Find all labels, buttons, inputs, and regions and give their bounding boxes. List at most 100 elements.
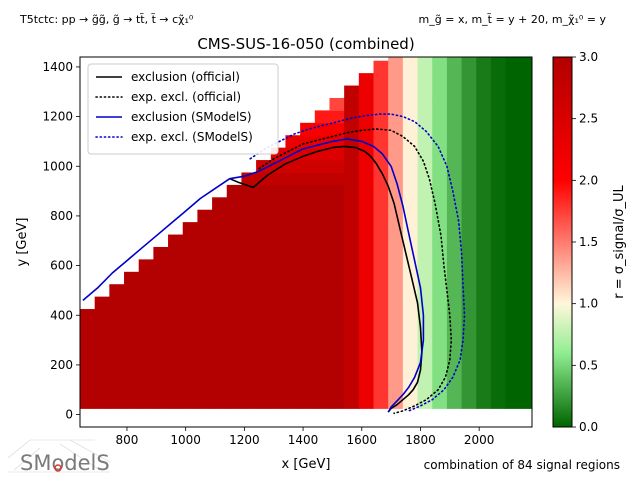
heatmap-cell	[80, 346, 96, 360]
heatmap-cell	[402, 321, 419, 335]
heatmap-cell	[300, 259, 316, 273]
heatmap-cell	[373, 246, 389, 260]
heatmap-cell	[358, 296, 375, 310]
heatmap-cell	[197, 346, 213, 360]
heatmap-cell	[461, 259, 477, 273]
heatmap-cell	[417, 234, 433, 248]
heatmap-cell	[520, 321, 532, 335]
heatmap-cell	[314, 197, 330, 211]
heatmap-cell	[417, 97, 433, 111]
heatmap-cell	[344, 147, 360, 161]
heatmap-cell	[256, 234, 272, 248]
heatmap-cell	[124, 309, 140, 322]
heatmap-cell	[241, 271, 257, 285]
heatmap-cell	[520, 222, 532, 236]
heatmap-cell	[417, 346, 433, 360]
heatmap-cell	[314, 234, 330, 248]
heatmap-cell	[476, 371, 492, 385]
heatmap-cell	[344, 259, 360, 273]
heatmap-cell	[182, 358, 198, 372]
heatmap-cell	[270, 321, 286, 335]
heatmap-cell	[182, 346, 198, 360]
heatmap-cell	[505, 197, 521, 211]
heatmap-cell	[241, 246, 257, 260]
heatmap-cell	[520, 60, 532, 74]
heatmap-cell	[417, 147, 433, 161]
heatmap-cell	[490, 222, 507, 236]
heatmap-cell	[358, 284, 375, 298]
heatmap-cell	[197, 333, 213, 347]
heatmap-cell	[329, 259, 345, 273]
heatmap-cell	[226, 271, 242, 285]
heatmap-cell	[241, 358, 257, 372]
heatmap-cell	[358, 371, 375, 385]
heatmap-cell	[212, 395, 228, 409]
heatmap-cell	[314, 383, 330, 397]
heatmap-cell	[505, 333, 521, 347]
heatmap-cell	[402, 371, 419, 385]
heatmap-cell	[329, 209, 345, 223]
heatmap-cell	[314, 271, 330, 285]
heatmap-cell	[270, 296, 286, 310]
heatmap-cell	[432, 172, 448, 186]
heatmap-cell	[344, 160, 360, 173]
heatmap-cell	[520, 184, 532, 198]
heatmap-cell	[182, 296, 198, 310]
heatmap-cell	[490, 383, 507, 397]
colorbar-gradient	[552, 56, 573, 428]
legend-label: exclusion (official)	[131, 70, 240, 84]
heatmap-cell	[241, 209, 257, 223]
heatmap-cell	[329, 234, 345, 248]
heatmap-cell	[432, 197, 448, 211]
heatmap-cell	[182, 321, 198, 335]
heatmap-cell	[168, 296, 184, 310]
heatmap-cell	[256, 309, 272, 322]
heatmap-cell	[168, 246, 184, 260]
heatmap-cell	[153, 284, 169, 298]
heatmap-cell	[241, 383, 257, 397]
heatmap-cell	[94, 395, 110, 409]
colorbar-tick-label: 2.0	[579, 173, 598, 187]
heatmap-cell	[212, 296, 228, 310]
heatmap-cell	[505, 184, 521, 198]
heatmap-cell	[505, 57, 521, 62]
legend-box	[87, 63, 279, 155]
heatmap-cell	[373, 309, 389, 322]
heatmap-cell	[505, 172, 521, 186]
heatmap-cell	[505, 309, 521, 322]
colorbar-tick-label: 3.0	[579, 50, 598, 64]
heatmap-cells	[80, 57, 532, 409]
heatmap-cell	[490, 259, 507, 273]
heatmap-cell	[270, 197, 286, 211]
heatmap-cell	[432, 271, 448, 285]
heatmap-cell	[344, 321, 360, 335]
heatmap-cell	[432, 73, 448, 87]
heatmap-cell	[138, 271, 154, 285]
heatmap-cell	[153, 346, 169, 360]
heatmap-cell	[446, 73, 463, 87]
heatmap-cell	[505, 147, 521, 161]
heatmap-cell	[314, 296, 330, 310]
heatmap-cell	[358, 184, 375, 198]
heatmap-cell	[461, 160, 477, 173]
heatmap-cell	[80, 395, 96, 409]
heatmap-cell	[285, 358, 301, 372]
heatmap-cell	[270, 346, 286, 360]
heatmap-cell	[432, 122, 448, 136]
heatmap-cell	[109, 284, 125, 298]
heatmap-cell	[329, 395, 345, 409]
heatmap-cell	[505, 296, 521, 310]
heatmap-cell	[476, 97, 492, 111]
heatmap-cell	[314, 371, 330, 385]
heatmap-cell	[300, 395, 316, 409]
heatmap-cell	[432, 383, 448, 397]
heatmap-cell	[446, 259, 463, 273]
heatmap-cell	[344, 395, 360, 409]
heatmap-cell	[373, 284, 389, 298]
curve-exclusion-smodels	[82, 138, 425, 413]
heatmap-cell	[388, 284, 404, 298]
heatmap-cell	[520, 284, 532, 298]
heatmap-cell	[300, 160, 316, 173]
heatmap-cell	[490, 296, 507, 310]
